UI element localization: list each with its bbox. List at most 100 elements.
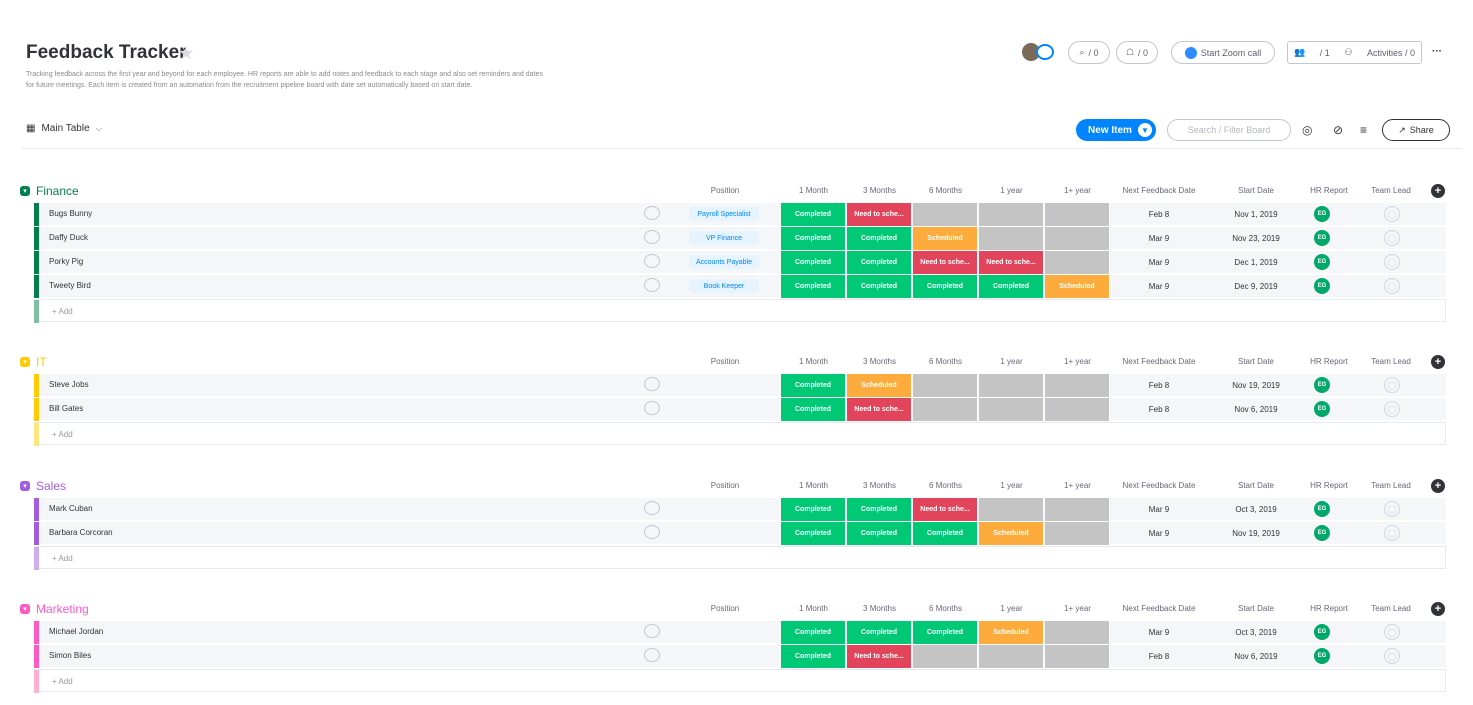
hr-report-avatar[interactable]: EG <box>1314 278 1330 294</box>
status-cell[interactable]: Completed <box>913 275 978 298</box>
next-feedback-date[interactable]: Mar 9 <box>1148 234 1170 243</box>
hr-report-avatar[interactable]: EG <box>1314 230 1330 246</box>
column-header[interactable]: 3 Months <box>863 186 896 195</box>
comment-icon[interactable] <box>644 278 660 292</box>
status-cell[interactable] <box>979 398 1044 421</box>
status-cell[interactable]: Scheduled <box>847 374 912 397</box>
status-cell[interactable] <box>1045 621 1110 644</box>
hr-report-avatar[interactable]: EG <box>1314 206 1330 222</box>
column-header[interactable]: 1+ year <box>1064 604 1091 613</box>
next-feedback-date[interactable]: Feb 8 <box>1148 381 1170 390</box>
column-header[interactable]: HR Report <box>1310 357 1348 366</box>
column-header[interactable]: Team Lead <box>1371 357 1411 366</box>
chevron-down-icon[interactable]: ▼ <box>1138 123 1152 137</box>
team-lead-empty-icon[interactable]: ◯ <box>1384 230 1400 246</box>
status-cell[interactable] <box>1045 251 1110 274</box>
activity-counter[interactable]: ⌕/ 0 <box>1068 41 1110 64</box>
status-cell[interactable]: Need to sche... <box>847 398 912 421</box>
column-header[interactable]: HR Report <box>1310 186 1348 195</box>
team-lead-empty-icon[interactable]: ◯ <box>1384 377 1400 393</box>
column-header[interactable]: Team Lead <box>1371 481 1411 490</box>
board-description[interactable]: Tracking feedback across the first year … <box>26 71 543 89</box>
share-button[interactable]: ↗ Share <box>1382 119 1450 141</box>
status-cell[interactable] <box>979 374 1044 397</box>
status-cell[interactable] <box>1045 498 1110 521</box>
hr-report-avatar[interactable]: EG <box>1314 525 1330 541</box>
hr-report-avatar[interactable]: EG <box>1314 377 1330 393</box>
column-header[interactable]: 1+ year <box>1064 481 1091 490</box>
next-feedback-date[interactable]: Mar 9 <box>1148 529 1170 538</box>
column-header[interactable]: Start Date <box>1237 186 1274 195</box>
start-date[interactable]: Nov 19, 2019 <box>1232 381 1280 390</box>
column-header[interactable]: Next Feedback Date <box>1122 604 1196 613</box>
table-row[interactable]: Daffy Duck VP Finance Completed Completed Sc… <box>34 227 1446 250</box>
item-name[interactable]: Bugs Bunny <box>49 209 93 218</box>
item-name[interactable]: Mark Cuban <box>49 504 93 513</box>
status-cell[interactable]: Completed <box>781 374 846 397</box>
status-cell[interactable]: Completed <box>781 498 846 521</box>
group-menu-icon[interactable]: ▾ <box>20 481 30 491</box>
start-date[interactable]: Nov 6, 2019 <box>1234 405 1278 414</box>
column-header[interactable]: Position <box>710 186 740 195</box>
column-header[interactable]: 3 Months <box>863 604 896 613</box>
status-cell[interactable]: Completed <box>781 398 846 421</box>
group-title-sales[interactable]: ▾ Sales <box>20 479 66 493</box>
status-cell[interactable]: Completed <box>781 621 846 644</box>
avatar[interactable] <box>1022 43 1040 61</box>
column-header[interactable]: Position <box>710 481 740 490</box>
add-item-label[interactable]: + Add <box>52 554 73 563</box>
status-cell[interactable]: Completed <box>781 203 846 226</box>
status-cell[interactable]: Need to sche... <box>913 251 978 274</box>
start-date[interactable]: Dec 1, 2019 <box>1234 258 1278 267</box>
add-item-label[interactable]: + Add <box>52 677 73 686</box>
item-name[interactable]: Tweety Bird <box>49 281 91 290</box>
add-column-icon[interactable]: + <box>1431 602 1445 616</box>
subscribers-icon[interactable] <box>1036 44 1054 60</box>
item-name[interactable]: Barbara Corcoran <box>49 528 113 537</box>
status-cell[interactable]: Completed <box>847 498 912 521</box>
column-header[interactable]: 1 Month <box>799 357 828 366</box>
position-tag[interactable]: Book Keeper <box>689 279 759 293</box>
status-cell[interactable]: Completed <box>979 275 1044 298</box>
column-header[interactable]: 1 Month <box>799 186 828 195</box>
add-column-icon[interactable]: + <box>1431 184 1445 198</box>
start-date[interactable]: Nov 23, 2019 <box>1232 234 1280 243</box>
filter-icon[interactable]: ≡ <box>1360 123 1368 137</box>
team-lead-empty-icon[interactable]: ◯ <box>1384 278 1400 294</box>
status-cell[interactable]: Completed <box>781 227 846 250</box>
table-row[interactable]: Steve Jobs Completed Scheduled Feb 8 Nov 19,… <box>34 374 1446 397</box>
search-input[interactable]: Search / Filter Board <box>1167 119 1291 141</box>
members-activities-bar[interactable]: 👥/ 1 ⚇ Activities / 0 <box>1287 41 1422 64</box>
next-feedback-date[interactable]: Mar 9 <box>1148 258 1170 267</box>
more-menu-button[interactable]: ··· <box>1432 46 1442 57</box>
column-header[interactable]: Position <box>710 604 740 613</box>
status-cell[interactable] <box>1045 398 1110 421</box>
status-cell[interactable] <box>1045 203 1110 226</box>
team-lead-empty-icon[interactable]: ◯ <box>1384 401 1400 417</box>
status-cell[interactable] <box>913 645 978 668</box>
hr-report-avatar[interactable]: EG <box>1314 401 1330 417</box>
team-lead-empty-icon[interactable]: ◯ <box>1384 624 1400 640</box>
status-cell[interactable] <box>1045 374 1110 397</box>
add-item-row[interactable]: + Add <box>34 669 1446 693</box>
updates-counter[interactable]: ☖/ 0 <box>1116 41 1158 64</box>
add-item-row[interactable]: + Add <box>34 299 1446 323</box>
position-tag[interactable]: Accounts Payable <box>689 255 759 269</box>
status-cell[interactable]: Completed <box>847 621 912 644</box>
group-title-it[interactable]: ▾ IT <box>20 355 47 369</box>
item-name[interactable]: Bill Gates <box>49 404 84 413</box>
status-cell[interactable]: Completed <box>781 645 846 668</box>
table-row[interactable]: Barbara Corcoran Completed Completed Comple… <box>34 522 1446 545</box>
add-item-label[interactable]: + Add <box>52 307 73 316</box>
position-tag[interactable]: VP Finance <box>689 231 759 245</box>
item-name[interactable]: Porky Pig <box>49 257 84 266</box>
team-lead-empty-icon[interactable]: ◯ <box>1384 206 1400 222</box>
column-header[interactable]: 1 year <box>1000 481 1023 490</box>
column-header[interactable]: 1 year <box>1000 604 1023 613</box>
position-tag[interactable]: Payroll Specialist <box>689 207 759 221</box>
team-lead-empty-icon[interactable]: ◯ <box>1384 501 1400 517</box>
column-header[interactable]: Start Date <box>1237 604 1274 613</box>
group-title-marketing[interactable]: ▾ Marketing <box>20 602 89 616</box>
start-date[interactable]: Nov 19, 2019 <box>1232 529 1280 538</box>
column-header[interactable]: 6 Months <box>929 604 962 613</box>
